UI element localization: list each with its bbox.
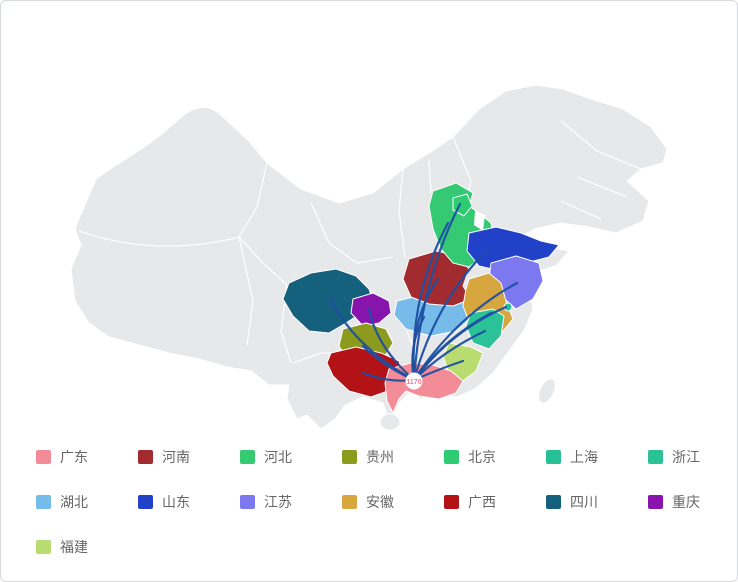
legend-item-fujian[interactable]: 福建 (36, 539, 138, 555)
flight-line-beijing (412, 202, 462, 382)
legend-item-guangdong[interactable]: 广东 (36, 449, 138, 465)
legend: 广东 河南 河北 贵州 北京 上海 浙江 湖北 (36, 449, 737, 581)
legend-swatch-guangxi (444, 495, 459, 509)
legend-swatch-zhejiang (648, 450, 663, 464)
flight-line-sichuan (329, 297, 416, 382)
origin-marker-circle[interactable] (405, 372, 423, 390)
province-shandong[interactable] (466, 226, 560, 272)
taiwan-island (538, 378, 556, 404)
china-map-svg: 1170 (70, 84, 668, 431)
legend-label-beijing: 北京 (468, 449, 496, 465)
legend-item-shandong[interactable]: 山东 (138, 494, 240, 510)
province-chongqing[interactable] (350, 292, 392, 327)
legend-label-hebei: 河北 (264, 449, 292, 465)
legend-swatch-fujian (36, 540, 51, 554)
legend-label-henan: 河南 (162, 449, 190, 465)
origin-marker[interactable]: 1170 (405, 372, 423, 390)
legend-item-anhui[interactable]: 安徽 (342, 494, 444, 510)
legend-swatch-anhui (342, 495, 357, 509)
legend-item-beijing[interactable]: 北京 (444, 449, 546, 465)
legend-swatch-beijing (444, 450, 459, 464)
legend-item-jiangsu[interactable]: 江苏 (240, 494, 342, 510)
flight-line-anhui (412, 311, 493, 382)
china-base-landmass (70, 84, 668, 430)
legend-item-shanghai[interactable]: 上海 (546, 449, 648, 465)
legend-swatch-sichuan (546, 495, 561, 509)
flight-line-zhejiang (412, 329, 487, 382)
legend-swatch-henan (138, 450, 153, 464)
legend-item-chongqing[interactable]: 重庆 (648, 494, 737, 510)
legend-swatch-guizhou (342, 450, 357, 464)
legend-item-henan[interactable]: 河南 (138, 449, 240, 465)
legend-swatch-guangdong (36, 450, 51, 464)
hainan-island (379, 413, 401, 431)
legend-swatch-hubei (36, 495, 51, 509)
legend-label-shanghai: 上海 (570, 449, 598, 465)
legend-item-sichuan[interactable]: 四川 (546, 494, 648, 510)
legend-label-jiangsu: 江苏 (264, 494, 292, 510)
legend-label-anhui: 安徽 (366, 494, 394, 510)
legend-swatch-hebei (240, 450, 255, 464)
origin-marker-value: 1170 (406, 379, 421, 386)
legend-label-guangdong: 广东 (60, 449, 88, 465)
legend-label-guangxi: 广西 (468, 494, 496, 510)
legend-item-hubei[interactable]: 湖北 (36, 494, 138, 510)
legend-swatch-chongqing (648, 495, 663, 509)
legend-swatch-shandong (138, 495, 153, 509)
legend-label-guizhou: 贵州 (366, 449, 394, 465)
legend-item-zhejiang[interactable]: 浙江 (648, 449, 737, 465)
legend-item-guangxi[interactable]: 广西 (444, 494, 546, 510)
legend-swatch-jiangsu (240, 495, 255, 509)
legend-label-hubei: 湖北 (60, 494, 88, 510)
flight-line-shandong (412, 247, 490, 382)
tianjin-unfilled (474, 211, 485, 231)
flight-line-chongqing (367, 307, 416, 382)
legend-label-fujian: 福建 (60, 539, 88, 555)
china-map: 1170 (1, 1, 737, 441)
legend-label-chongqing: 重庆 (672, 494, 700, 510)
legend-item-guizhou[interactable]: 贵州 (342, 449, 444, 465)
legend-swatch-shanghai (546, 450, 561, 464)
legend-label-zhejiang: 浙江 (672, 449, 700, 465)
legend-item-hebei[interactable]: 河北 (240, 449, 342, 465)
legend-label-sichuan: 四川 (570, 494, 598, 510)
legend-label-shandong: 山东 (162, 494, 190, 510)
